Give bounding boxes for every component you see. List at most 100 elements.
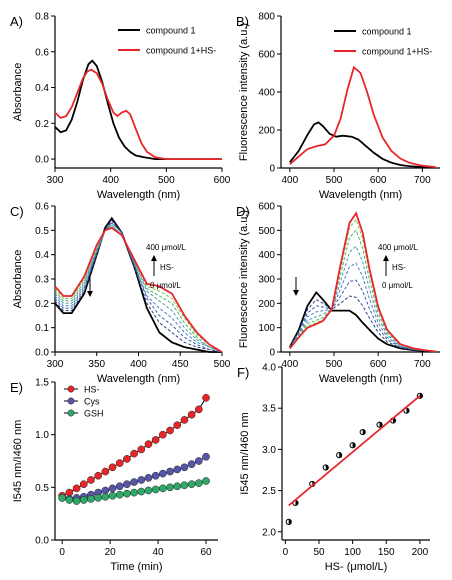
- data-point: [58, 494, 67, 502]
- series-line-5: [54, 224, 223, 353]
- x-tick-label: 700: [414, 175, 431, 186]
- x-tick-label: 60: [200, 547, 212, 558]
- series-line-4: [289, 262, 436, 352]
- x-axis-label: HS- (μmol/L): [325, 561, 388, 573]
- series-line-3: [289, 279, 436, 352]
- y-tick-label: 0.2: [35, 119, 49, 130]
- x-tick-label: 40: [153, 547, 165, 558]
- x-axis-label: Time (min): [110, 561, 162, 573]
- data-point: [101, 467, 110, 476]
- panel-label: F): [237, 365, 249, 380]
- legend-swatch: [67, 397, 75, 405]
- y-tick-label: 0.0: [35, 155, 49, 166]
- series-line-8: [54, 226, 223, 353]
- annotation-arrowhead: [151, 255, 157, 261]
- data-point: [137, 445, 146, 454]
- data-point: [137, 476, 146, 484]
- x-tick-label: 600: [370, 359, 387, 370]
- data-point: [180, 481, 189, 490]
- y-tick-label: 0.1: [35, 323, 49, 334]
- legend-label: compound 1: [146, 26, 196, 36]
- data-point-half: [406, 408, 410, 414]
- data-point: [202, 452, 210, 461]
- data-point: [115, 482, 124, 491]
- panel-6: F) 0 50 100 150 200 2.0 2.5 3.0 3.5 4.0 HS- (μmol/L…: [237, 363, 430, 573]
- data-point: [123, 480, 131, 489]
- decrease-arrowhead: [87, 291, 93, 297]
- legend-label: compound 1: [362, 27, 412, 37]
- panel-label: D): [236, 204, 250, 219]
- data-point-half: [362, 429, 366, 435]
- data-point: [194, 457, 203, 465]
- data-point: [180, 463, 189, 472]
- y-tick-label: 0.0: [35, 536, 49, 547]
- series-line-2: [289, 65, 436, 168]
- x-tick-label: 500: [326, 359, 343, 370]
- data-point-half: [339, 452, 342, 458]
- x-tick-label: 600: [370, 175, 387, 186]
- y-tick-label: 800: [258, 12, 275, 23]
- x-tick-label: 150: [378, 547, 395, 558]
- data-point: [72, 497, 81, 505]
- data-point: [79, 496, 88, 504]
- series-line-1: [289, 290, 436, 353]
- x-tick-label: 200: [412, 547, 429, 558]
- y-tick-label: 0.5: [35, 226, 49, 237]
- annotation-high: 400 μmol/L: [146, 243, 186, 252]
- y-tick-label: 600: [258, 202, 275, 213]
- panel-label: B): [236, 14, 249, 29]
- data-point: [79, 480, 88, 489]
- data-point: [87, 476, 95, 484]
- y-tick-label: 100: [258, 323, 275, 334]
- data-point: [159, 469, 167, 478]
- y-tick-label: 200: [258, 299, 275, 310]
- y-tick-label: 0.8: [35, 12, 49, 23]
- panel-label: C): [10, 204, 24, 219]
- y-tick-label: 0.6: [35, 202, 49, 213]
- data-point: [159, 430, 167, 439]
- data-point: [87, 495, 95, 503]
- data-point-half: [288, 519, 292, 525]
- panel-5: E) 0 20 40 60 0.0 0.5 1.0 1.5 Time (min) I545 nm/I…: [10, 378, 218, 573]
- legend-label: HS-: [84, 385, 100, 395]
- y-tick-label: 0.6: [35, 47, 49, 58]
- x-tick-label: 500: [158, 175, 175, 186]
- x-tick-label: 300: [47, 175, 64, 186]
- y-tick-label: 0: [269, 164, 275, 175]
- y-tick-label: 300: [258, 275, 275, 286]
- fit-line: [288, 395, 421, 507]
- panel-2: B) 400 500 600 700 0 200 400 600 800 Wavelength (n…: [236, 12, 440, 201]
- data-point: [101, 492, 110, 501]
- data-point: [180, 416, 189, 424]
- annotation-arrowhead: [383, 255, 389, 261]
- y-tick-label: 0.4: [35, 83, 49, 94]
- y-axis-label: Absorbance: [12, 250, 24, 309]
- panel-4: D) 400 500 600 700 0 100 200 300 400 500 600 Wavelen…: [236, 202, 440, 385]
- data-point: [166, 426, 174, 435]
- x-tick-label: 300: [47, 359, 64, 370]
- x-tick-label: 500: [326, 175, 343, 186]
- x-tick-label: 0: [283, 547, 289, 558]
- x-tick-label: 400: [281, 359, 298, 370]
- y-axis-label: I545 nm/I460 nm: [239, 412, 251, 495]
- x-tick-label: 350: [88, 359, 105, 370]
- y-tick-label: 0.0: [35, 348, 49, 359]
- data-point: [115, 459, 124, 467]
- data-point: [202, 477, 210, 485]
- y-tick-label: 200: [258, 126, 275, 137]
- series-line-1: [289, 121, 436, 169]
- x-tick-label: 50: [313, 547, 325, 558]
- series-line-7: [289, 218, 436, 352]
- x-tick-label: 700: [414, 359, 431, 370]
- y-axis-label: Absorbance: [12, 63, 24, 122]
- data-point-half: [295, 500, 299, 506]
- data-point: [202, 393, 210, 402]
- data-point: [65, 496, 74, 504]
- y-axis-label: Fluorescence intensity (a.u.): [238, 23, 250, 161]
- data-point: [187, 410, 196, 419]
- data-point: [159, 484, 167, 493]
- data-point: [187, 460, 196, 469]
- data-point-half: [419, 393, 423, 399]
- legend-label: Cys: [84, 397, 100, 407]
